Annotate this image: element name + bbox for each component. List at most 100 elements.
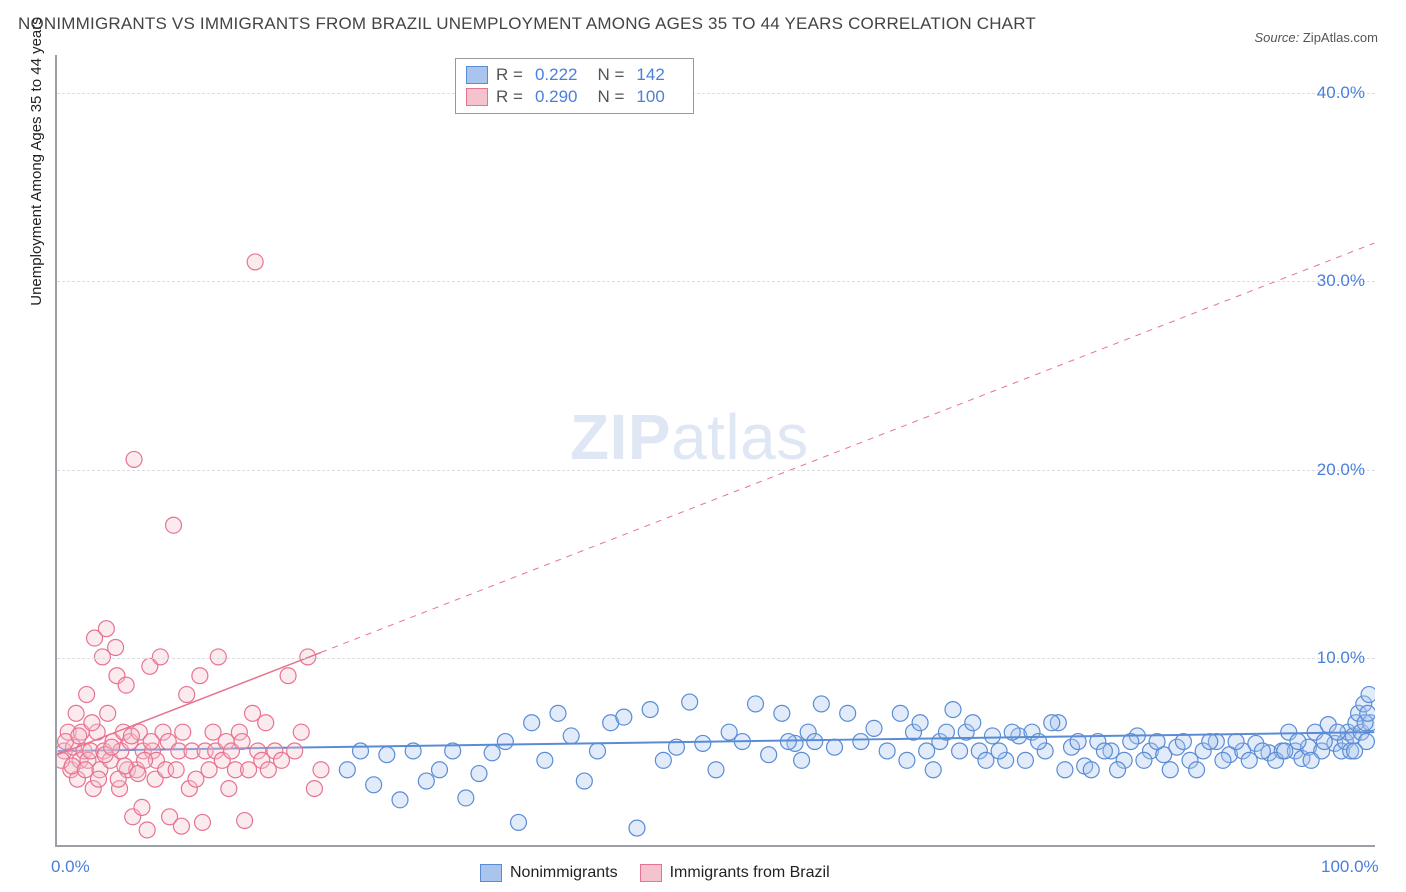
y-tick-label: 30.0% (1317, 271, 1365, 291)
scatter-point (79, 687, 95, 703)
scatter-point (1189, 762, 1205, 778)
scatter-point (139, 822, 155, 838)
scatter-point (221, 781, 237, 797)
scatter-point (590, 743, 606, 759)
scatter-point (126, 451, 142, 467)
x-tick-label: 0.0% (51, 857, 90, 877)
scatter-point (629, 820, 645, 836)
scatter-point (392, 792, 408, 808)
scatter-point (695, 735, 711, 751)
legend-row-blue: R = 0.222 N = 142 (466, 65, 677, 85)
scatter-point (118, 677, 134, 693)
scatter-point (1347, 743, 1363, 759)
scatter-point (616, 709, 632, 725)
scatter-point (192, 668, 208, 684)
scatter-point (234, 734, 250, 750)
scatter-point (1228, 734, 1244, 750)
y-tick-label: 40.0% (1317, 83, 1365, 103)
trend-line-dashed (321, 243, 1374, 652)
scatter-point (210, 649, 226, 665)
scatter-point (98, 621, 114, 637)
scatter-point (840, 705, 856, 721)
series-legend: Nonimmigrants Immigrants from Brazil (480, 864, 830, 882)
scatter-point (104, 739, 120, 755)
y-tick-label: 20.0% (1317, 460, 1365, 480)
scatter-point (952, 743, 968, 759)
legend-swatch-blue (480, 864, 502, 882)
scatter-point (84, 715, 100, 731)
scatter-point (1017, 752, 1033, 768)
legend-label: Nonimmigrants (510, 864, 618, 882)
scatter-point (925, 762, 941, 778)
scatter-point (748, 696, 764, 712)
scatter-point (306, 781, 322, 797)
scatter-point (432, 762, 448, 778)
scatter-point (471, 766, 487, 782)
scatter-chart (57, 55, 1375, 845)
n-label: N = (597, 87, 624, 107)
n-label: N = (597, 65, 624, 85)
scatter-point (123, 728, 139, 744)
r-value-blue: 0.222 (535, 65, 578, 85)
scatter-point (497, 734, 513, 750)
scatter-point (195, 814, 211, 830)
scatter-point (1303, 752, 1319, 768)
gridline (57, 281, 1375, 282)
legend-item-immigrants: Immigrants from Brazil (640, 864, 830, 882)
scatter-point (1083, 762, 1099, 778)
scatter-point (237, 813, 253, 829)
scatter-point (1044, 715, 1060, 731)
scatter-point (642, 702, 658, 718)
scatter-point (175, 724, 191, 740)
scatter-point (655, 752, 671, 768)
scatter-point (100, 705, 116, 721)
scatter-point (247, 254, 263, 270)
scatter-point (1096, 743, 1112, 759)
source-prefix: Source: (1254, 30, 1302, 45)
gridline (57, 658, 1375, 659)
scatter-point (179, 687, 195, 703)
scatter-point (576, 773, 592, 789)
scatter-point (912, 715, 928, 731)
scatter-point (774, 705, 790, 721)
chart-title: NONIMMIGRANTS VS IMMIGRANTS FROM BRAZIL … (18, 14, 1036, 34)
scatter-point (813, 696, 829, 712)
n-value-pink: 100 (636, 87, 664, 107)
scatter-point (280, 668, 296, 684)
scatter-point (134, 799, 150, 815)
scatter-point (339, 762, 355, 778)
r-label: R = (496, 87, 523, 107)
scatter-point (1162, 762, 1178, 778)
trend-line-solid (58, 652, 321, 754)
scatter-point (484, 745, 500, 761)
scatter-point (313, 762, 329, 778)
x-tick-label: 100.0% (1321, 857, 1379, 877)
gridline (57, 93, 1375, 94)
scatter-point (550, 705, 566, 721)
scatter-point (152, 649, 168, 665)
r-label: R = (496, 65, 523, 85)
scatter-point (899, 752, 915, 768)
scatter-point (458, 790, 474, 806)
source-attribution: Source: ZipAtlas.com (1254, 30, 1378, 45)
scatter-point (827, 739, 843, 755)
scatter-point (166, 517, 182, 533)
scatter-point (108, 640, 124, 656)
scatter-point (945, 702, 961, 718)
source-name: ZipAtlas.com (1303, 30, 1378, 45)
scatter-point (537, 752, 553, 768)
y-axis-title: Unemployment Among Ages 35 to 44 years (28, 17, 45, 306)
scatter-point (879, 743, 895, 759)
scatter-point (1290, 734, 1306, 750)
scatter-point (1202, 734, 1218, 750)
scatter-point (1175, 734, 1191, 750)
n-value-blue: 142 (636, 65, 664, 85)
legend-swatch-pink (640, 864, 662, 882)
scatter-point (258, 715, 274, 731)
scatter-point (708, 762, 724, 778)
scatter-point (379, 747, 395, 763)
scatter-point (866, 720, 882, 736)
scatter-point (761, 747, 777, 763)
scatter-point (418, 773, 434, 789)
y-tick-label: 10.0% (1317, 648, 1365, 668)
